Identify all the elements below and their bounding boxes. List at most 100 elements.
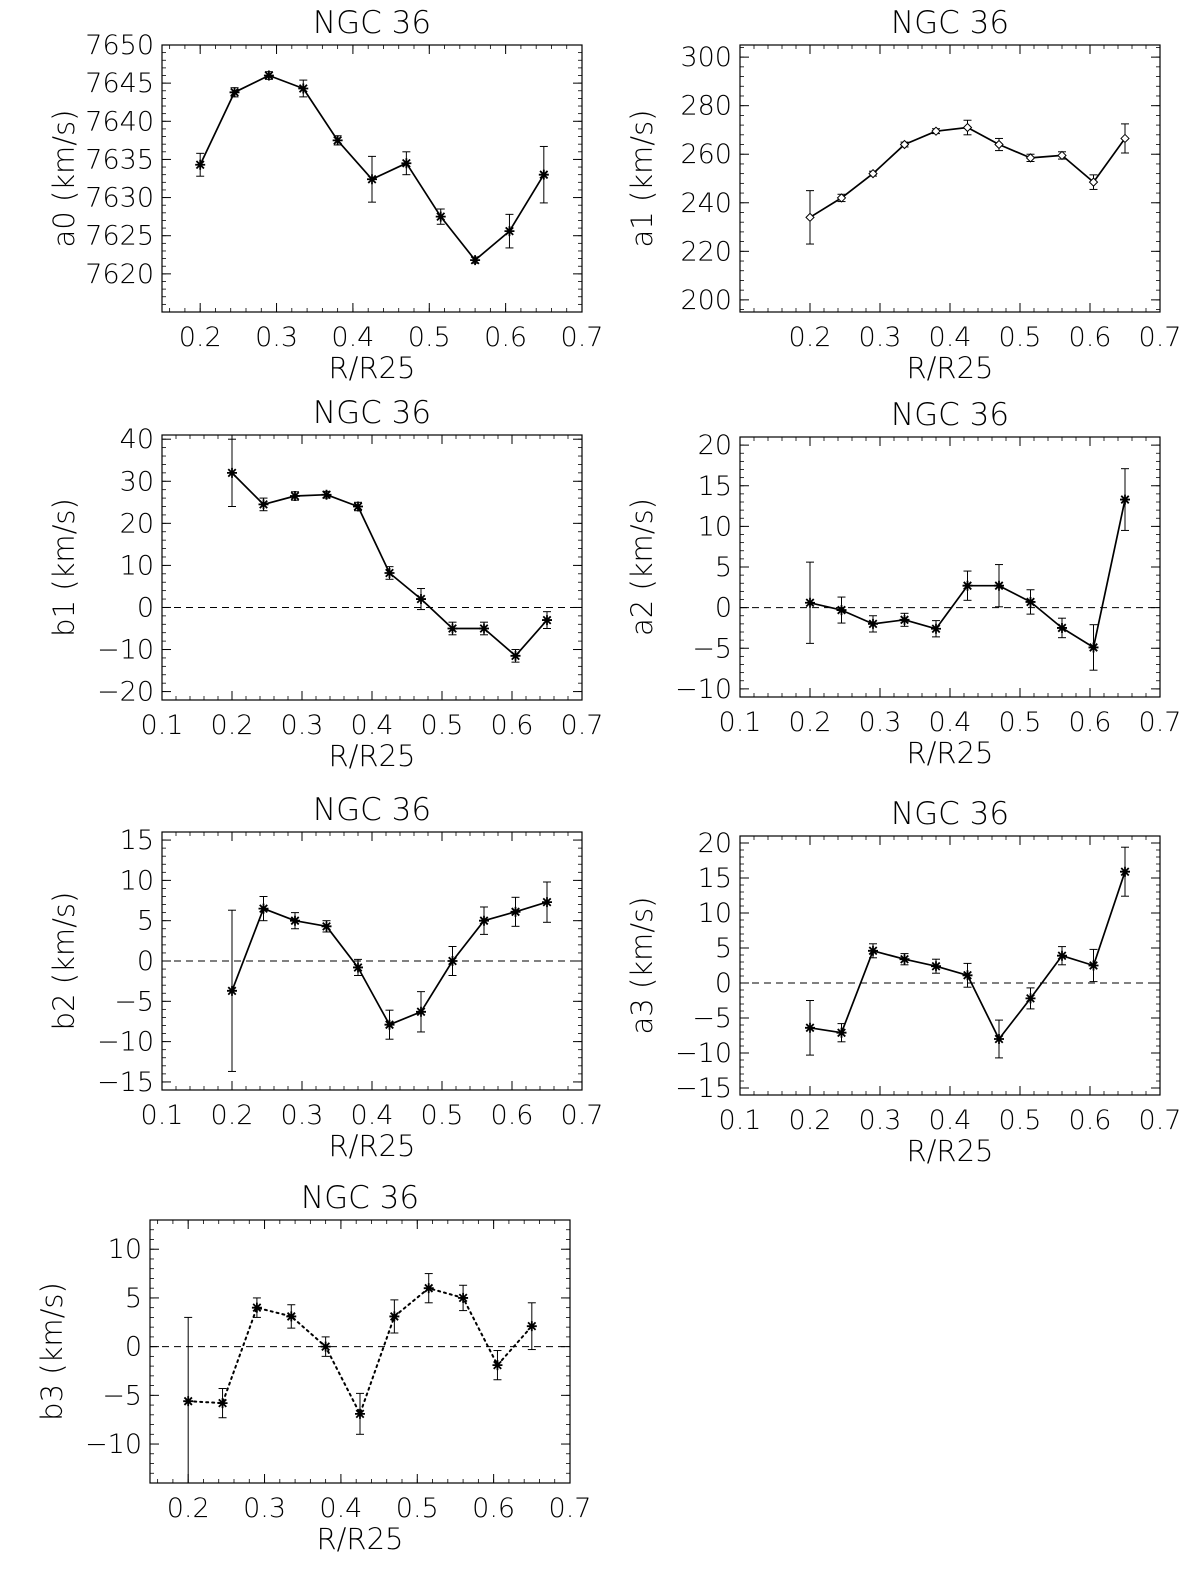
x-axis-label: R/R25 — [907, 736, 994, 770]
plot-frame — [161, 44, 583, 313]
x-axis-label: R/R25 — [317, 1522, 404, 1556]
data-point — [994, 580, 1004, 591]
data-point — [401, 158, 412, 169]
y-tick-label: 30 — [120, 466, 154, 497]
x-tick-label: 0.4 — [929, 322, 972, 353]
x-tick-label: 0.2 — [211, 1100, 254, 1131]
chart-panel: NGC 36 R/R25 b2 (km/s) 0.1 0.2 0.3 0.4 0.5 0.6 0.… — [47, 792, 603, 1163]
y-tick-label: 7645 — [85, 68, 154, 99]
data-point — [1057, 150, 1067, 161]
data-point — [447, 623, 458, 634]
data-point — [290, 490, 300, 501]
x-tick-label: 0.4 — [929, 1105, 972, 1136]
data-point — [227, 467, 237, 478]
data-point — [836, 605, 847, 616]
x-axis-label: R/R25 — [907, 351, 994, 385]
y-tick-label: 300 — [680, 42, 732, 73]
y-tick-label: −5 — [102, 1380, 142, 1411]
data-point — [286, 1311, 297, 1322]
x-tick-label: 0.1 — [141, 1100, 184, 1131]
y-tick-label: 220 — [680, 236, 732, 267]
y-tick-label: 0 — [137, 592, 154, 623]
x-axis-label: R/R25 — [329, 1129, 416, 1163]
data-point — [542, 897, 552, 908]
x-tick-label: 0.4 — [351, 1100, 394, 1131]
x-tick-label: 0.2 — [167, 1493, 210, 1524]
series-line — [231, 901, 548, 1026]
panel-title: NGC 36 — [313, 792, 431, 828]
y-tick-label: 7640 — [85, 106, 154, 137]
data-point — [1088, 177, 1099, 187]
x-tick-label: 0.3 — [281, 1100, 324, 1131]
y-tick-label: 0 — [125, 1332, 142, 1363]
x-tick-label: 0.6 — [484, 322, 527, 353]
y-tick-label: 10 — [120, 550, 154, 581]
y-tick-label: 0 — [715, 968, 732, 999]
x-tick-label: 0.3 — [281, 710, 324, 741]
data-point — [321, 921, 332, 932]
y-tick-label: 10 — [698, 898, 732, 929]
y-tick-label: −5 — [114, 986, 154, 1017]
plot-frame — [739, 436, 1161, 698]
y-tick-label: −15 — [675, 1073, 732, 1104]
y-tick-label: 260 — [680, 139, 732, 170]
panel-title: NGC 36 — [891, 5, 1009, 41]
data-point — [384, 567, 395, 578]
data-point — [353, 501, 363, 512]
data-point — [931, 961, 941, 972]
data-point — [355, 1408, 365, 1419]
data-point — [367, 174, 377, 185]
data-point — [1088, 960, 1099, 971]
y-tick-label: 5 — [125, 1283, 142, 1314]
chart-panel: NGC 36 R/R25 a0 (km/s) 0.2 0.3 0.4 0.5 0.6 0.7 76… — [47, 5, 603, 385]
x-tick-label: 0.7 — [549, 1493, 592, 1524]
y-tick-label: 20 — [698, 430, 732, 461]
data-point — [416, 594, 426, 605]
x-tick-label: 0.7 — [1139, 1105, 1182, 1136]
y-tick-label: 7650 — [85, 30, 154, 61]
y-axis-label: a0 (km/s) — [47, 110, 81, 248]
data-point — [868, 618, 878, 629]
data-point — [492, 1360, 503, 1371]
data-point — [836, 193, 847, 203]
series-line — [809, 871, 1126, 1040]
y-tick-label: 10 — [108, 1234, 142, 1265]
y-axis-label: b2 (km/s) — [47, 892, 81, 1031]
plot-frame — [161, 434, 583, 701]
x-tick-label: 0.1 — [719, 1105, 762, 1136]
y-tick-label: 15 — [698, 471, 732, 502]
chart-panel: NGC 36 R/R25 a2 (km/s) 0.1 0.2 0.3 0.4 0.5 0.6 0.… — [625, 397, 1181, 770]
x-tick-label: 0.7 — [561, 710, 604, 741]
y-tick-label: 40 — [120, 424, 154, 455]
y-tick-label: 15 — [120, 825, 154, 856]
x-tick-label: 0.5 — [421, 710, 464, 741]
y-tick-label: 7620 — [85, 259, 154, 290]
x-tick-label: 0.3 — [859, 1105, 902, 1136]
x-tick-label: 0.5 — [999, 707, 1042, 738]
x-tick-label: 0.5 — [408, 322, 451, 353]
series-line — [187, 1287, 533, 1415]
data-point — [470, 255, 481, 266]
y-tick-label: −10 — [97, 635, 154, 666]
chart-panel: NGC 36 R/R25 a1 (km/s) 0.2 0.3 0.4 0.5 0.6 0.7 20… — [625, 5, 1181, 385]
data-point — [510, 650, 521, 661]
data-point — [479, 623, 489, 634]
y-tick-label: 5 — [715, 552, 732, 583]
data-point — [320, 1341, 331, 1352]
x-tick-label: 0.5 — [396, 1493, 439, 1524]
panel-title: NGC 36 — [301, 1180, 419, 1216]
y-axis-label: b1 (km/s) — [47, 498, 81, 637]
data-point — [805, 1022, 815, 1033]
data-point — [542, 615, 552, 626]
y-tick-label: 240 — [680, 188, 732, 219]
x-axis-label: R/R25 — [907, 1134, 994, 1168]
data-point — [416, 1006, 426, 1017]
y-tick-label: −10 — [675, 1038, 732, 1069]
data-point — [389, 1311, 400, 1322]
data-point — [435, 211, 446, 222]
x-tick-label: 0.1 — [719, 707, 762, 738]
plot-frame — [149, 1219, 571, 1484]
y-tick-label: 5 — [715, 933, 732, 964]
x-tick-label: 0.6 — [1069, 322, 1112, 353]
data-point — [1057, 622, 1067, 633]
